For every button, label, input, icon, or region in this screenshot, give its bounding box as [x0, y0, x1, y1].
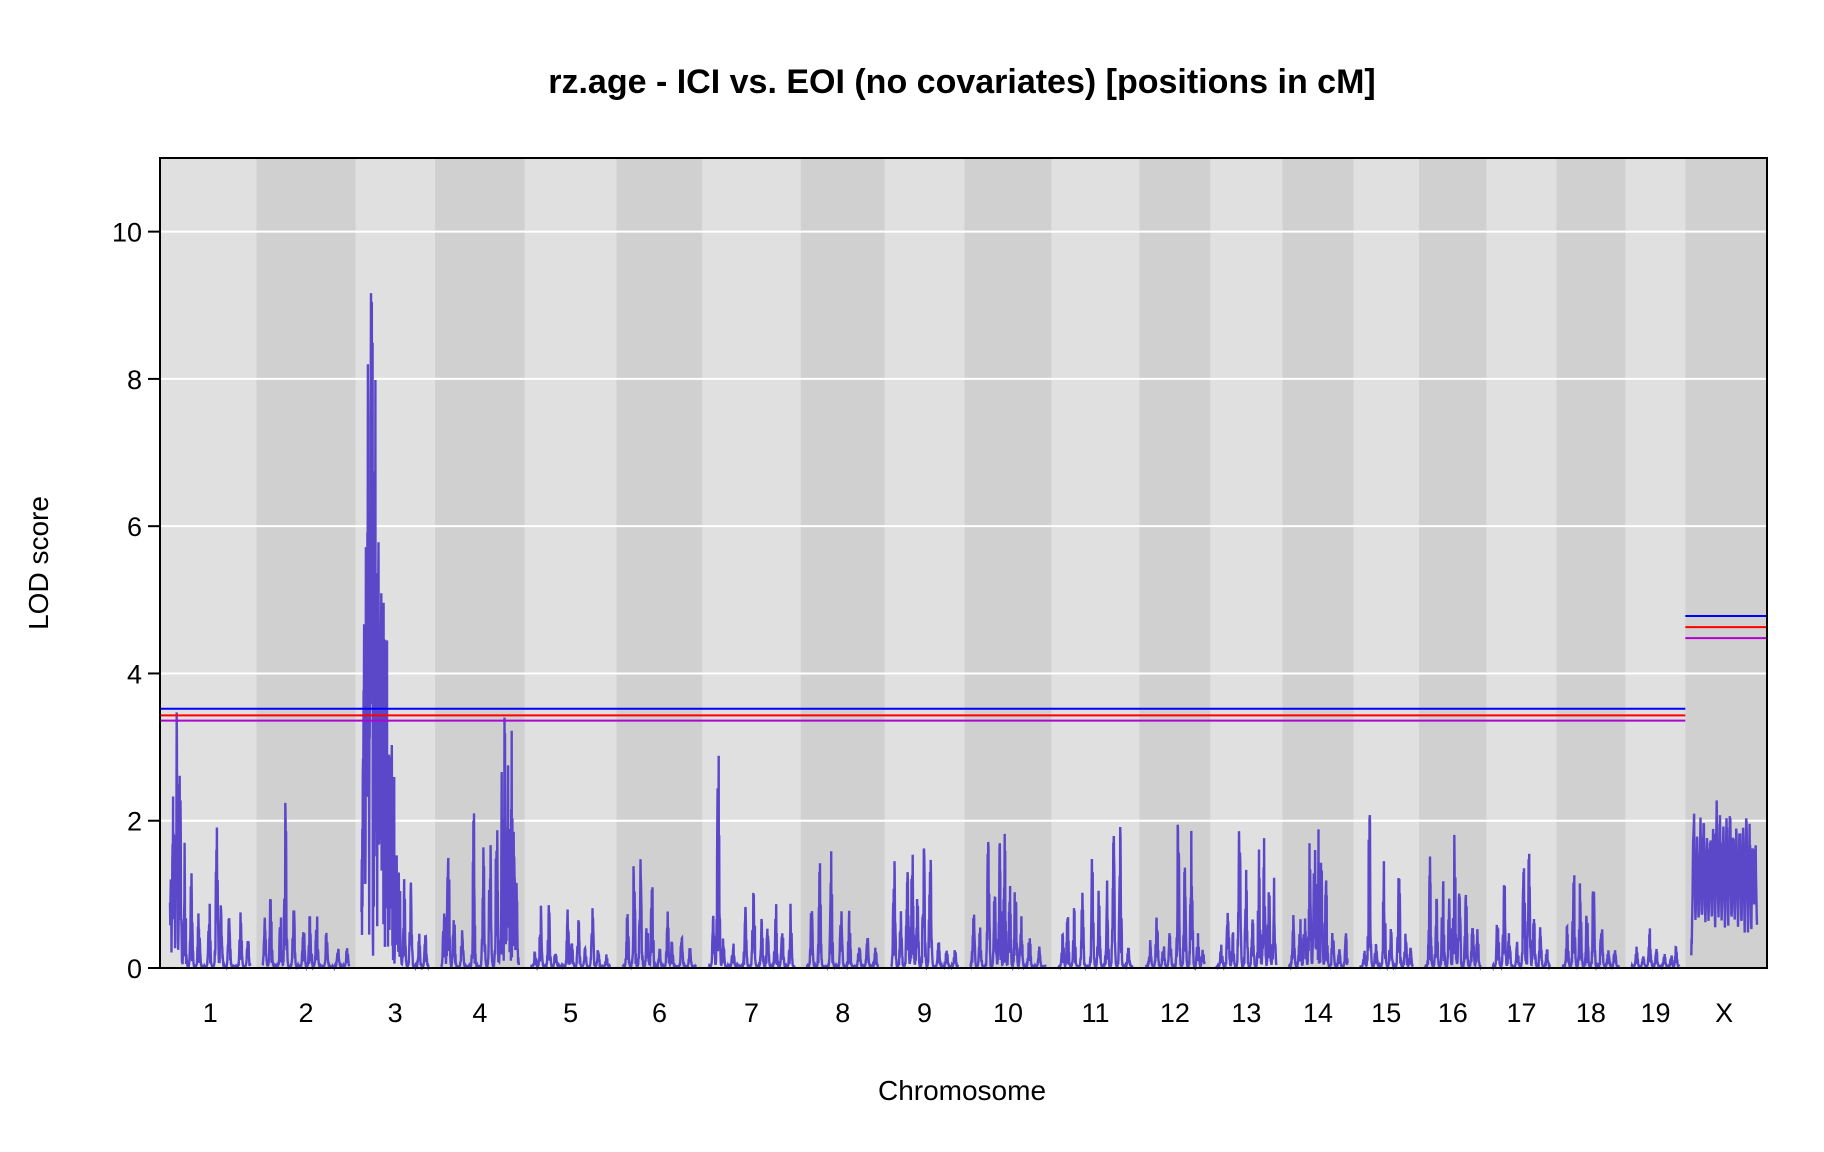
lod-curve-chr-3 — [360, 293, 430, 972]
x-tick-label-chr-8: 8 — [835, 998, 850, 1028]
y-tick-label-10: 10 — [112, 218, 142, 248]
lod-curve-chr-16 — [1423, 834, 1482, 971]
x-tick-label-chr-11: 11 — [1082, 998, 1110, 1028]
band-chr-10 — [964, 158, 1052, 968]
x-tick-label-chr-1: 1 — [203, 998, 218, 1028]
x-tick-label-chr-16: 16 — [1438, 998, 1468, 1028]
lod-curve-chr-12 — [1144, 824, 1206, 972]
lod-curve-chr-8 — [805, 851, 880, 971]
band-chr-2 — [256, 158, 356, 968]
x-tick-label-chr-15: 15 — [1371, 998, 1401, 1028]
band-chr-9 — [884, 158, 965, 968]
band-chr-17 — [1486, 158, 1557, 968]
band-chr-8 — [800, 158, 885, 968]
band-chr-15 — [1353, 158, 1419, 968]
lod-curve-chr-19 — [1630, 928, 1681, 971]
threshold-lines — [160, 615, 1767, 722]
y-tick-label-8: 8 — [127, 365, 142, 395]
x-tick-label-chr-13: 13 — [1231, 998, 1261, 1028]
x-tick-label-chr-6: 6 — [652, 998, 667, 1028]
y-tick-label-0: 0 — [127, 954, 142, 984]
lod-curve-chr-7 — [708, 755, 796, 970]
lod-curve-chr-14 — [1287, 829, 1349, 971]
band-chr-16 — [1418, 158, 1487, 968]
y-axis: 0 2 4 6 8 10 — [112, 218, 160, 984]
x-tick-label-chr-18: 18 — [1576, 998, 1606, 1028]
x-tick-label-chr-5: 5 — [563, 998, 578, 1028]
band-chr-6 — [616, 158, 703, 968]
lod-curve-chr-5 — [529, 905, 612, 972]
lod-curve-chr-17 — [1491, 853, 1552, 972]
lod-curve-chr-13 — [1215, 831, 1278, 971]
lod-curve-chr-6 — [621, 859, 698, 971]
x-axis-label: Chromosome — [878, 1075, 1046, 1106]
x-tick-label-chr-7: 7 — [744, 998, 759, 1028]
band-chr-13 — [1210, 158, 1283, 968]
x-tick-label-chr-14: 14 — [1303, 998, 1333, 1028]
plot-frame — [159, 157, 1768, 969]
lod-curve-chr-18 — [1561, 875, 1620, 971]
band-chr-19 — [1625, 158, 1686, 968]
y-tick-label-6: 6 — [127, 512, 142, 542]
band-chr-18 — [1556, 158, 1626, 968]
lod-curve-chr-11 — [1057, 826, 1134, 972]
x-tick-label-chr-2: 2 — [298, 998, 313, 1028]
x-tick-label-chr-19: 19 — [1640, 998, 1670, 1028]
lod-curve-chr-15 — [1358, 815, 1414, 972]
band-chr-12 — [1139, 158, 1211, 968]
chromosome-bands — [160, 158, 1767, 968]
y-tick-label-2: 2 — [127, 807, 142, 837]
x-tick-label-chr-10: 10 — [993, 998, 1023, 1028]
band-chr-11 — [1051, 158, 1140, 968]
lod-curve-chr-10 — [969, 833, 1047, 972]
x-tick-label-chr-3: 3 — [388, 998, 403, 1028]
x-axis: 1 2 3 4 5 6 7 8 9 10 11 12 13 14 15 16 17 18 19 X — [203, 998, 1733, 1028]
chart-title: rz.age - ICI vs. EOI (no covariates) [po… — [548, 63, 1376, 101]
lod-curve-chr-9 — [890, 848, 960, 971]
lod-curve-chr-1 — [168, 712, 252, 971]
x-tick-label-chr-17: 17 — [1506, 998, 1536, 1028]
lod-curve-chr-2 — [261, 802, 351, 972]
y-tick-label-4: 4 — [127, 659, 142, 689]
gridlines — [160, 230, 1767, 822]
lod-curve-chr-X — [1690, 800, 1759, 956]
x-tick-label-chr-12: 12 — [1160, 998, 1190, 1028]
x-tick-label-chr-4: 4 — [472, 998, 487, 1028]
y-axis-label: LOD score — [23, 496, 54, 630]
lod-curve-chr-4 — [440, 717, 521, 970]
x-tick-label-chr-9: 9 — [917, 998, 932, 1028]
band-chr-5 — [524, 158, 617, 968]
lod-curve — [168, 293, 1759, 972]
x-tick-label-chr-X: X — [1715, 998, 1733, 1028]
